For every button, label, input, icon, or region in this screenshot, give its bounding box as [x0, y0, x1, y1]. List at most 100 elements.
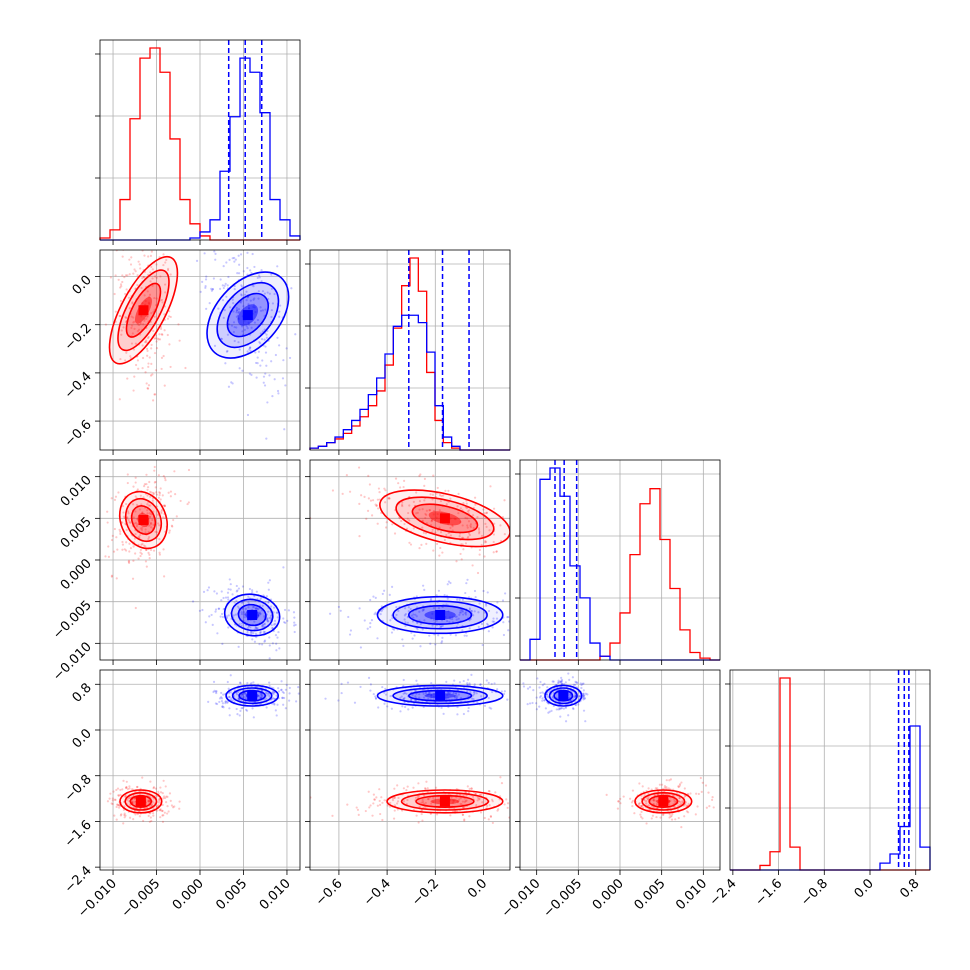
scatter-point	[125, 502, 128, 506]
scatter-point	[143, 294, 146, 297]
scatter-point	[535, 696, 538, 699]
scatter-point	[242, 610, 246, 614]
scatter-point	[134, 552, 137, 555]
scatter-point	[252, 681, 255, 684]
scatter-point	[461, 598, 465, 601]
scatter-point	[278, 344, 281, 347]
scatter-point	[491, 626, 494, 629]
scatter-point	[282, 359, 285, 362]
scatter-point	[152, 399, 155, 402]
scatter-point	[630, 801, 634, 804]
scatter-point	[670, 818, 674, 821]
scatter-point	[219, 278, 222, 281]
scatter-point	[208, 302, 211, 305]
scatter-point	[154, 787, 158, 790]
scatter-point	[369, 804, 372, 807]
scatter-point	[481, 643, 484, 647]
scatter-point	[416, 683, 419, 686]
scatter-point	[157, 804, 160, 807]
scatter-point	[408, 519, 411, 522]
scatter-point	[231, 382, 234, 385]
scatter-point	[582, 693, 585, 696]
scatter-point	[503, 533, 506, 536]
scatter-point	[256, 356, 259, 359]
scatter-point	[166, 269, 170, 272]
scatter-point	[158, 333, 161, 336]
scatter-point	[148, 480, 151, 484]
scatter-point	[402, 485, 405, 489]
scatter-point	[213, 344, 217, 347]
x-tick-label: 0.005	[213, 876, 250, 913]
scatter-point	[268, 684, 271, 688]
scatter-point	[132, 818, 135, 821]
scatter-point	[431, 528, 434, 531]
scatter-point	[385, 521, 388, 524]
scatter-point	[391, 616, 394, 620]
scatter-point	[138, 263, 141, 266]
scatter-point	[162, 475, 165, 478]
scatter-point	[122, 511, 125, 514]
scatter-point	[569, 693, 572, 696]
scatter-point	[207, 700, 210, 703]
scatter-point	[645, 799, 648, 803]
scatter-point	[149, 504, 152, 507]
scatter-point	[656, 807, 659, 810]
scatter-point	[436, 486, 439, 490]
scatter-point	[406, 621, 409, 624]
scatter-point	[147, 800, 151, 803]
scatter-point	[454, 634, 458, 637]
scatter-point	[150, 522, 153, 525]
scatter-point	[397, 796, 400, 800]
scatter-point	[378, 788, 381, 791]
scatter-point	[459, 611, 463, 614]
scatter-point	[162, 797, 165, 800]
scatter-point	[564, 720, 568, 723]
scatter-point	[268, 374, 271, 377]
scatter-point	[522, 685, 526, 688]
scatter-point	[113, 798, 116, 801]
scatter-point	[480, 543, 483, 547]
scatter-point	[387, 497, 390, 500]
scatter-point	[221, 233, 223, 235]
scatter-point	[111, 534, 114, 538]
scatter-point	[491, 798, 494, 801]
scatter-point	[163, 218, 165, 220]
scatter-point	[655, 802, 659, 806]
scatter-point	[521, 708, 523, 710]
scatter-point	[134, 476, 137, 479]
scatter-point	[147, 536, 151, 539]
scatter-point	[557, 681, 560, 685]
scatter-point	[305, 638, 307, 640]
scatter-point	[384, 526, 388, 529]
scatter-point	[574, 694, 577, 697]
scatter-point	[136, 283, 139, 287]
scatter-point	[475, 803, 478, 807]
scatter-point	[238, 348, 241, 351]
scatter-point	[157, 798, 161, 801]
scatter-point	[288, 686, 291, 690]
scatter-point	[280, 680, 283, 683]
scatter-point	[228, 258, 231, 261]
scatter-point	[512, 551, 514, 553]
scatter-point	[358, 607, 361, 610]
scatter-point	[449, 691, 452, 694]
scatter-point	[418, 508, 421, 511]
scatter-point	[359, 685, 362, 689]
scatter-point	[199, 290, 202, 294]
scatter-point	[293, 616, 296, 619]
scatter-point	[263, 384, 267, 387]
scatter-point	[228, 707, 231, 710]
scatter-point	[204, 285, 207, 288]
scatter-point	[231, 593, 234, 596]
scatter-point	[236, 589, 239, 592]
scatter-point	[645, 822, 648, 825]
scatter-point	[224, 596, 228, 599]
scatter-point	[471, 694, 474, 697]
scatter-point	[579, 694, 582, 698]
scatter-point	[134, 495, 137, 498]
scatter-point	[470, 787, 473, 790]
scatter-point	[478, 798, 481, 801]
scatter-point	[149, 232, 151, 234]
scatter-point	[134, 481, 137, 484]
scatter-point	[281, 696, 284, 700]
